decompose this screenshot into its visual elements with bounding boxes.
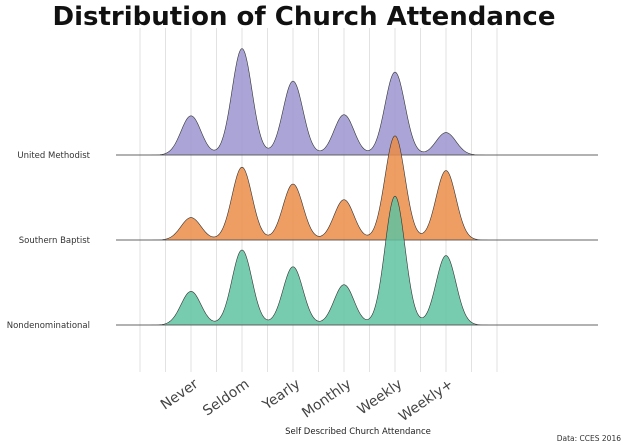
x-tick-label: Seldom [200, 376, 252, 419]
chart-title: Distribution of Church Attendance [53, 2, 556, 32]
ridges [116, 48, 598, 326]
ridge-southern-baptist [116, 135, 598, 241]
ridge-area [116, 48, 598, 156]
data-source-caption: Data: CCES 2016 [557, 434, 621, 443]
ridge-united-methodist [116, 48, 598, 156]
x-axis-label: Self Described Church Attendance [285, 427, 431, 437]
group-labels: United Methodist Southern Baptist Nondenom… [7, 151, 91, 331]
x-tick-label: Monthly [299, 376, 354, 421]
ridge-area [116, 195, 598, 326]
x-tick-label: Yearly [259, 376, 303, 414]
x-tick-label: Weekly+ [396, 376, 456, 425]
group-label: Southern Baptist [19, 236, 91, 246]
group-label: United Methodist [17, 151, 90, 161]
group-label: Nondenominational [7, 321, 90, 331]
ridge-nondenominational [116, 195, 598, 326]
x-tick-label: Never [158, 376, 202, 413]
